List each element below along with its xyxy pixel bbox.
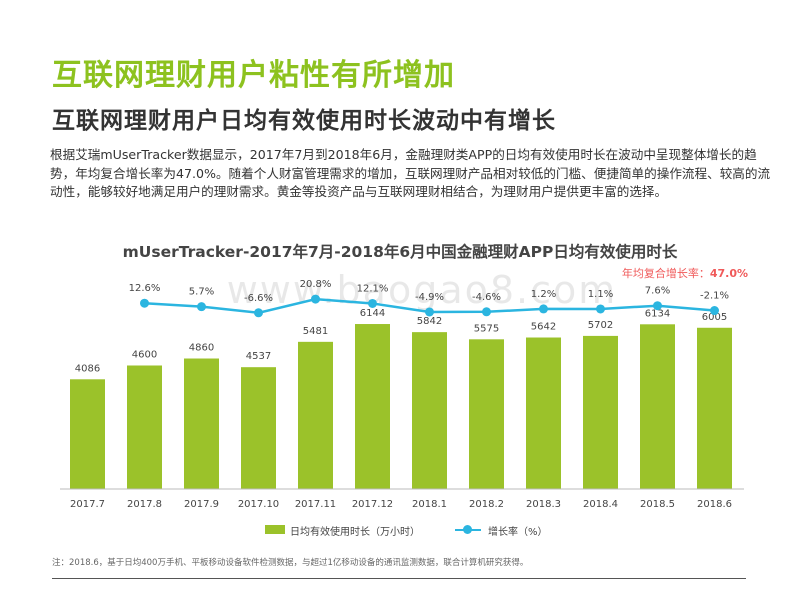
bar-value-label: 4600: [132, 349, 157, 360]
bar-2017.8: [127, 365, 162, 489]
growth-rate-labels: 12.6% 5.7% -6.6% 20.8% 12.1% -4.9% -4.6% 1.2% 1.…: [129, 279, 729, 304]
rate-point-2017.11: [311, 294, 320, 304]
bar-2017.9: [184, 358, 219, 489]
bar-series: [70, 324, 732, 489]
x-tick-label: 2017.11: [295, 499, 336, 510]
legend-line-dot: [463, 525, 472, 534]
rate-point-2017.10: [254, 308, 263, 318]
bar-2018.2: [469, 339, 504, 489]
bar-labels: 4086 4600 4860 4537 5481 6144 5842 5575 5642 5702…: [75, 308, 727, 374]
bar-2018.6: [697, 327, 732, 489]
x-tick-label: 2018.4: [583, 499, 618, 510]
x-tick-label: 2018.5: [640, 499, 675, 510]
bar-value-label: 5642: [531, 322, 556, 333]
bar-value-label: 4537: [246, 351, 271, 362]
rate-point-2018.4: [596, 304, 605, 314]
bar-value-label: 6144: [360, 308, 385, 319]
x-tick-label: 2018.6: [697, 499, 732, 510]
rate-value-label: -4.9%: [415, 292, 444, 303]
bar-2017.10: [241, 367, 276, 489]
rate-value-label: -6.6%: [244, 293, 273, 304]
bar-2017.12: [355, 324, 390, 489]
rate-point-2017.8: [140, 298, 149, 308]
description-paragraph: 根据艾瑞mUserTracker数据显示，2017年7月到2018年6月，金融理…: [50, 147, 771, 199]
bar-2017.7: [70, 379, 105, 489]
rate-value-label: 1.2%: [531, 289, 556, 300]
bar-2018.1: [412, 332, 447, 489]
cagr-value: 47.0%: [709, 267, 748, 280]
bar-value-label: 5842: [417, 316, 442, 327]
rate-value-label: -4.6%: [472, 292, 501, 303]
footnote: 注：2018.6，基于日均400万手机、平板移动设备软件检测数据，与超过1亿移动…: [52, 558, 529, 568]
rate-point-2018.2: [482, 307, 491, 317]
x-tick-label: 2017.8: [127, 499, 162, 510]
rate-value-label: 1.1%: [588, 289, 613, 300]
bar-value-label: 5481: [303, 326, 328, 337]
legend-line-label: 增长率（%）: [488, 527, 548, 538]
cagr-label: 年均复合增长率：: [621, 267, 710, 280]
rate-value-label: -2.1%: [700, 291, 729, 302]
bar-2018.5: [640, 324, 675, 489]
rate-point-2017.9: [197, 302, 206, 312]
rate-point-2018.1: [425, 307, 434, 317]
rate-value-label: 12.1%: [357, 283, 389, 294]
cagr-annotation: 年均复合增长率：47.0%: [622, 265, 748, 281]
rate-point-2018.3: [539, 304, 548, 314]
rate-point-2018.6: [710, 306, 719, 316]
bar-value-label: 5702: [588, 320, 613, 331]
chart-legend: 日均有效使用时长（万小时） 增长率（%）: [0, 522, 800, 538]
x-tick-label: 2018.3: [526, 499, 561, 510]
x-tick-labels: 2017.7 2017.8 2017.9 2017.10 2017.11 2017.12 2…: [70, 499, 732, 510]
bar-2018.4: [583, 335, 618, 489]
page-title: 互联网理财用户粘性有所增加: [52, 58, 455, 93]
rate-value-label: 5.7%: [189, 287, 214, 298]
bar-value-label: 5575: [474, 323, 499, 334]
rate-point-2017.12: [368, 298, 377, 308]
growth-rate-points: [140, 294, 719, 318]
bar-value-label: 4860: [189, 343, 214, 354]
bar-value-label: 4086: [75, 363, 100, 374]
x-tick-label: 2018.1: [412, 499, 447, 510]
rate-value-label: 20.8%: [300, 279, 332, 290]
rate-point-2018.5: [653, 301, 662, 311]
x-tick-label: 2017.12: [352, 499, 393, 510]
rate-value-label: 12.6%: [129, 283, 161, 294]
chart-title: mUserTracker-2017年7月-2018年6月中国金融理财APP日均有…: [122, 243, 678, 261]
bar-value-label: 6005: [702, 312, 727, 323]
bar-value-label: 6134: [645, 308, 670, 319]
bar-2017.11: [298, 341, 333, 489]
page-subtitle: 互联网理财用户日均有效使用时长波动中有增长: [52, 108, 556, 134]
x-tick-label: 2017.7: [70, 499, 105, 510]
legend-bar-label: 日均有效使用时长（万小时）: [290, 527, 420, 538]
bar-2018.3: [526, 337, 561, 489]
legend-bar-swatch: [265, 525, 285, 534]
x-tick-label: 2017.9: [184, 499, 219, 510]
x-tick-label: 2018.2: [469, 499, 504, 510]
rate-value-label: 7.6%: [645, 286, 670, 297]
x-tick-label: 2017.10: [238, 499, 279, 510]
footer-divider: [52, 578, 746, 579]
